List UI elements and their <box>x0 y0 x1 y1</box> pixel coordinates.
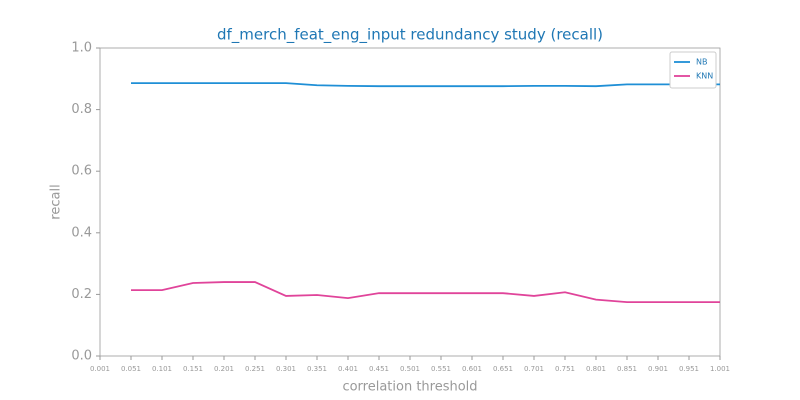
x-axis-label: correlation threshold <box>342 380 477 395</box>
y-tick-label: 0.6 <box>71 164 92 179</box>
x-tick-label: 0.601 <box>462 365 482 373</box>
x-tick-label: 0.551 <box>431 365 451 373</box>
x-tick-label: 0.451 <box>369 365 389 373</box>
x-tick-label: 1.001 <box>710 365 730 373</box>
y-axis-label: recall <box>49 184 64 219</box>
y-tick-label: 0.2 <box>71 287 92 302</box>
legend-label: NB <box>696 58 707 67</box>
y-tick-label: 0.8 <box>71 102 92 117</box>
line-series <box>131 82 720 88</box>
x-tick-label: 0.401 <box>338 365 358 373</box>
x-tick-label: 0.151 <box>183 365 203 373</box>
legend-label: KNN <box>696 72 713 81</box>
y-tick-label: 1.0 <box>71 41 92 56</box>
x-tick-label: 0.851 <box>617 365 637 373</box>
line-series <box>131 281 720 304</box>
x-tick-label: 0.051 <box>121 365 141 373</box>
x-tick-label: 0.001 <box>90 365 110 373</box>
x-tick-label: 0.951 <box>679 365 699 373</box>
chart-title: df_merch_feat_eng_input redundancy study… <box>217 26 603 45</box>
x-tick-label: 0.201 <box>214 365 234 373</box>
legend-box <box>669 51 717 89</box>
x-tick-label: 0.301 <box>276 365 296 373</box>
y-tick-label: 0.0 <box>71 349 92 364</box>
plot-frame <box>99 47 721 357</box>
x-tick-label: 0.351 <box>307 365 327 373</box>
x-tick-label: 0.801 <box>586 365 606 373</box>
x-tick-label: 0.751 <box>555 365 575 373</box>
x-tick-label: 0.701 <box>524 365 544 373</box>
x-tick-label: 0.901 <box>648 365 668 373</box>
x-tick-label: 0.501 <box>400 365 420 373</box>
x-tick-label: 0.101 <box>152 365 172 373</box>
y-tick-label: 0.4 <box>71 225 92 240</box>
x-tick-label: 0.251 <box>245 365 265 373</box>
x-tick-label: 0.651 <box>493 365 513 373</box>
